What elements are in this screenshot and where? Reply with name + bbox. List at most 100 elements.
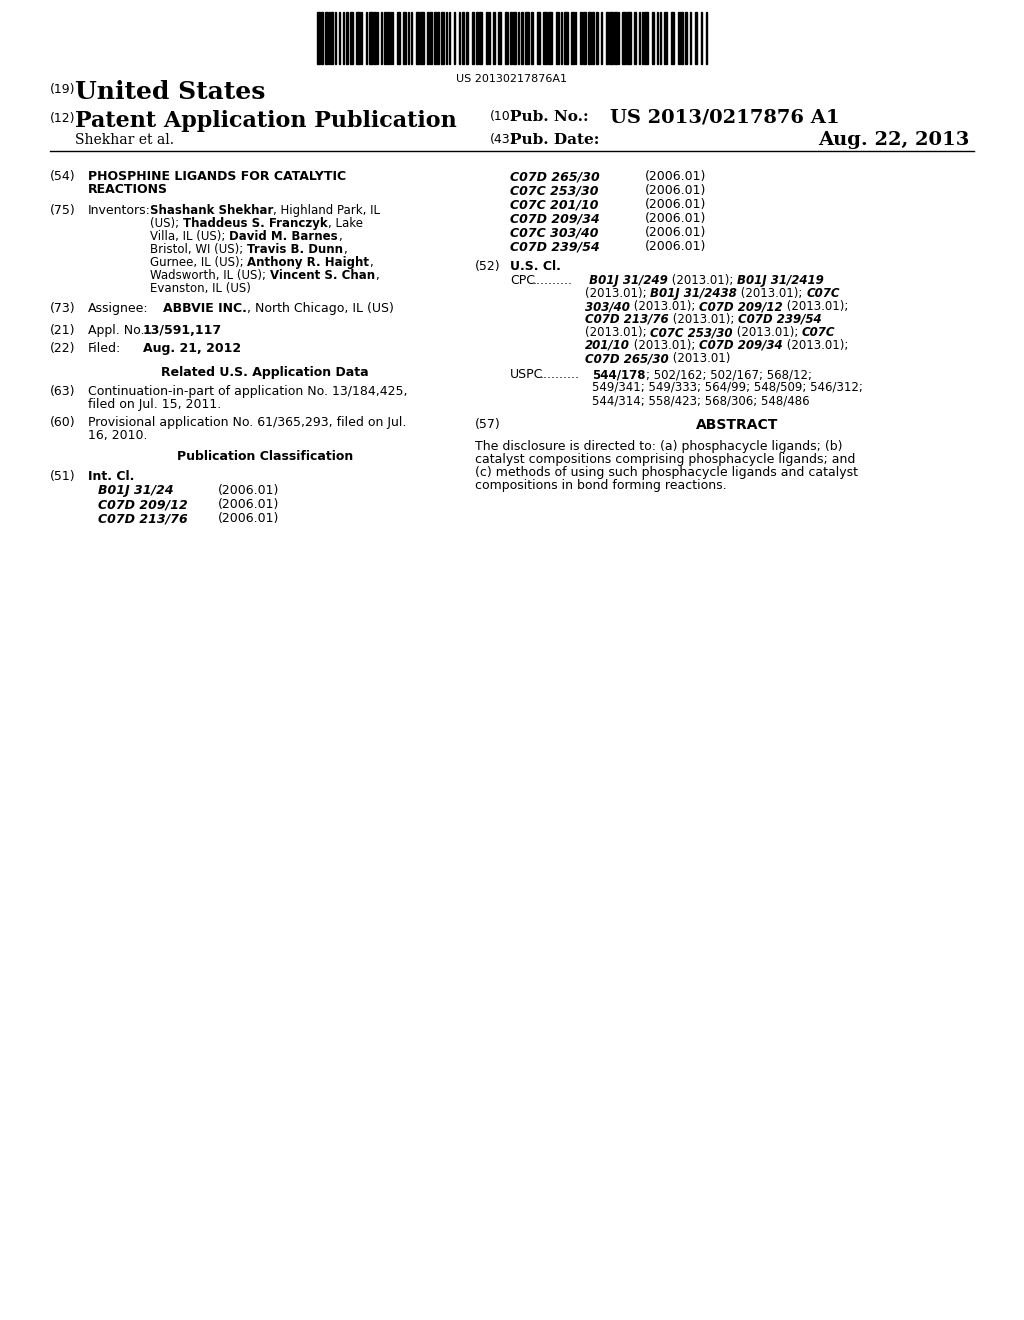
Bar (350, 12, 353, 63)
Text: compositions in bond forming reactions.: compositions in bond forming reactions. (475, 479, 727, 492)
Bar (346, 12, 348, 63)
Text: ; 502/162; 502/167; 568/12;: ; 502/162; 502/167; 568/12; (645, 368, 811, 381)
Text: Provisional application No. 61/365,293, filed on Jul.: Provisional application No. 61/365,293, … (88, 416, 407, 429)
Text: (2006.01): (2006.01) (645, 198, 707, 211)
Bar (369, 12, 373, 63)
Bar (427, 12, 429, 63)
Text: (2006.01): (2006.01) (645, 170, 707, 183)
Text: (2013.01);: (2013.01); (669, 313, 737, 326)
Text: filed on Jul. 15, 2011.: filed on Jul. 15, 2011. (88, 399, 221, 411)
Text: B01J 31/2419: B01J 31/2419 (737, 275, 823, 286)
Text: (19): (19) (50, 83, 76, 96)
Text: ABBVIE INC.: ABBVIE INC. (163, 302, 247, 315)
Text: (2013.01);: (2013.01); (668, 275, 737, 286)
Text: ..........: .......... (540, 368, 580, 381)
Text: , Lake: , Lake (328, 216, 362, 230)
Bar (564, 12, 568, 63)
Text: Vincent S. Chan: Vincent S. Chan (269, 269, 375, 282)
Text: (54): (54) (50, 170, 76, 183)
Bar (652, 12, 654, 63)
Text: C07D 239/54: C07D 239/54 (737, 313, 821, 326)
Text: Patent Application Publication: Patent Application Publication (75, 110, 457, 132)
Text: PHOSPHINE LIGANDS FOR CATALYTIC: PHOSPHINE LIGANDS FOR CATALYTIC (88, 170, 346, 183)
Text: Thaddeus S. Franczyk: Thaddeus S. Franczyk (183, 216, 328, 230)
Bar (606, 12, 608, 63)
Text: (2013.01);: (2013.01); (737, 286, 806, 300)
Bar (505, 12, 508, 63)
Bar (479, 12, 482, 63)
Bar (548, 12, 552, 63)
Text: USPC: USPC (510, 368, 544, 381)
Bar (588, 12, 591, 63)
Text: (75): (75) (50, 205, 76, 216)
Text: Inventors:: Inventors: (88, 205, 151, 216)
Bar (583, 12, 586, 63)
Text: (2006.01): (2006.01) (645, 240, 707, 253)
Text: (22): (22) (50, 342, 76, 355)
Text: C07D 213/76: C07D 213/76 (98, 512, 187, 525)
Bar (498, 12, 501, 63)
Text: Evanston, IL (US): Evanston, IL (US) (150, 282, 251, 294)
Text: C07C 253/30: C07C 253/30 (650, 326, 733, 339)
Text: C07C 253/30: C07C 253/30 (510, 183, 598, 197)
Bar (592, 12, 594, 63)
Bar (521, 12, 523, 63)
Bar (627, 12, 631, 63)
Bar (472, 12, 474, 63)
Text: The disclosure is directed to: (a) phosphacycle ligands; (b): The disclosure is directed to: (a) phosp… (475, 440, 843, 453)
Bar (416, 12, 419, 63)
Text: United States: United States (75, 81, 265, 104)
Text: (63): (63) (50, 385, 76, 399)
Bar (466, 12, 468, 63)
Text: (2006.01): (2006.01) (645, 213, 707, 224)
Bar (387, 12, 389, 63)
Text: US 2013/0217876 A1: US 2013/0217876 A1 (610, 110, 840, 127)
Text: (57): (57) (475, 418, 501, 432)
Bar (580, 12, 582, 63)
Text: ,: , (338, 230, 341, 243)
Text: (2013.01);: (2013.01); (585, 326, 650, 339)
Bar (356, 12, 360, 63)
Text: C07D 265/30: C07D 265/30 (585, 352, 669, 366)
Text: Appl. No.:: Appl. No.: (88, 323, 148, 337)
Bar (614, 12, 617, 63)
Text: Aug. 22, 2013: Aug. 22, 2013 (818, 131, 970, 149)
Text: ..........: .......... (534, 275, 573, 286)
Bar (384, 12, 386, 63)
Bar (681, 12, 683, 63)
Bar (462, 12, 464, 63)
Text: (60): (60) (50, 416, 76, 429)
Text: C07D 265/30: C07D 265/30 (510, 170, 600, 183)
Text: (21): (21) (50, 323, 76, 337)
Text: Pub. No.:: Pub. No.: (510, 110, 589, 124)
Text: (43): (43) (490, 133, 515, 147)
Bar (525, 12, 529, 63)
Text: (2013.01);: (2013.01); (630, 339, 699, 352)
Text: 16, 2010.: 16, 2010. (88, 429, 147, 442)
Text: (2006.01): (2006.01) (218, 484, 280, 498)
Bar (420, 12, 424, 63)
Bar (571, 12, 574, 63)
Bar (537, 12, 540, 63)
Text: C07D 209/34: C07D 209/34 (699, 339, 782, 352)
Text: 544/314; 558/423; 568/306; 548/486: 544/314; 558/423; 568/306; 548/486 (592, 393, 810, 407)
Bar (609, 12, 613, 63)
Text: , Highland Park, IL: , Highland Park, IL (273, 205, 380, 216)
Bar (374, 12, 376, 63)
Text: (US);: (US); (150, 216, 183, 230)
Bar (430, 12, 432, 63)
Bar (556, 12, 559, 63)
Bar (513, 12, 516, 63)
Bar (531, 12, 534, 63)
Bar (695, 12, 697, 63)
Text: (2006.01): (2006.01) (218, 498, 280, 511)
Text: Wadsworth, IL (US);: Wadsworth, IL (US); (150, 269, 269, 282)
Bar (441, 12, 444, 63)
Text: (2013.01);: (2013.01); (782, 300, 848, 313)
Text: C07C: C07C (806, 286, 840, 300)
Text: 544/178: 544/178 (592, 368, 645, 381)
Text: C07D 209/12: C07D 209/12 (699, 300, 782, 313)
Text: C07C: C07C (802, 326, 836, 339)
Text: (2006.01): (2006.01) (645, 226, 707, 239)
Text: (2013.01);: (2013.01); (782, 339, 848, 352)
